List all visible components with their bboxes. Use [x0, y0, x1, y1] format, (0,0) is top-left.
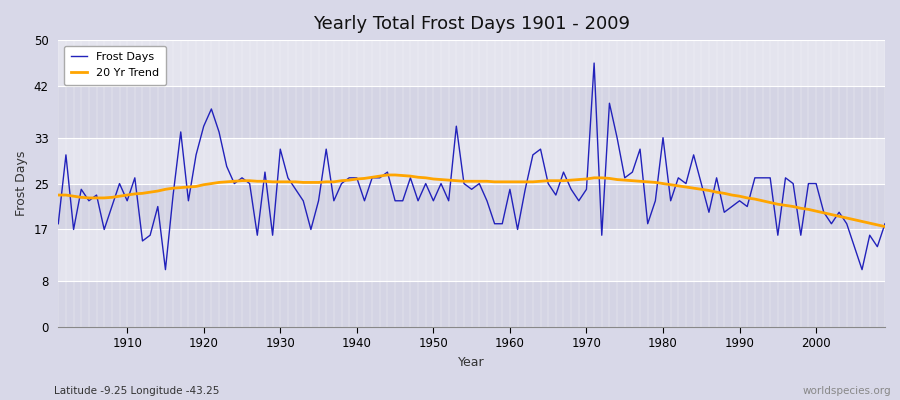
- Frost Days: [879, 221, 890, 226]
- X-axis label: Year: Year: [458, 356, 485, 369]
- Text: Latitude -9.25 Longitude -43.25: Latitude -9.25 Longitude -43.25: [54, 386, 220, 396]
- Frost Days: [336, 181, 346, 186]
- Bar: [58, 281, 885, 327]
- 20 Yr Trend: [505, 180, 516, 184]
- Frost Days: [589, 61, 599, 66]
- Bar: [58, 138, 885, 184]
- Frost Days: [505, 187, 516, 192]
- 20 Yr Trend: [879, 224, 890, 229]
- Legend: Frost Days, 20 Yr Trend: Frost Days, 20 Yr Trend: [64, 46, 166, 85]
- 20 Yr Trend: [328, 180, 339, 184]
- Frost Days: [53, 221, 64, 226]
- Line: 20 Yr Trend: 20 Yr Trend: [58, 175, 885, 227]
- Frost Days: [612, 135, 623, 140]
- Frost Days: [290, 187, 301, 192]
- 20 Yr Trend: [114, 194, 125, 198]
- Frost Days: [160, 267, 171, 272]
- Frost Days: [114, 181, 125, 186]
- Bar: [58, 184, 885, 230]
- Title: Yearly Total Frost Days 1901 - 2009: Yearly Total Frost Days 1901 - 2009: [313, 15, 630, 33]
- 20 Yr Trend: [53, 193, 64, 198]
- 20 Yr Trend: [604, 176, 615, 181]
- Bar: [58, 230, 885, 281]
- Y-axis label: Frost Days: Frost Days: [15, 151, 28, 216]
- 20 Yr Trend: [512, 180, 523, 184]
- Line: Frost Days: Frost Days: [58, 63, 885, 270]
- 20 Yr Trend: [382, 172, 392, 177]
- Bar: [58, 40, 885, 86]
- Frost Days: [512, 227, 523, 232]
- Text: worldspecies.org: worldspecies.org: [803, 386, 891, 396]
- 20 Yr Trend: [283, 180, 293, 184]
- Bar: [58, 86, 885, 138]
